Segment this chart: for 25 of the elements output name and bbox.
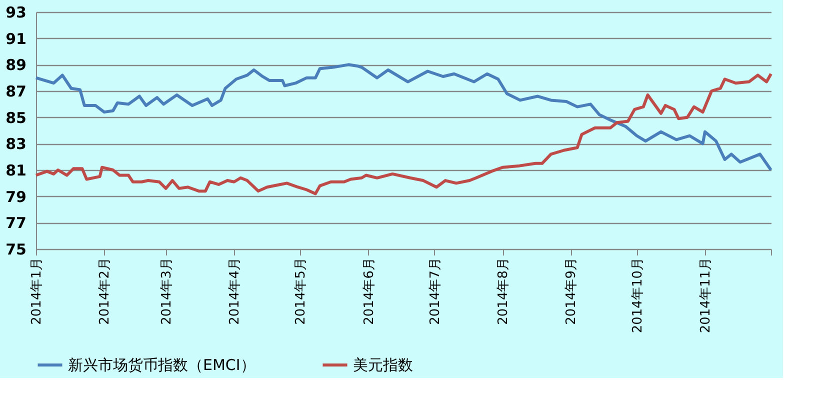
x-tick-label: 2014年11月 bbox=[698, 258, 714, 334]
x-tick-label: 2014年4月 bbox=[228, 258, 243, 325]
x-tick-label: 2014年2月 bbox=[98, 258, 113, 325]
y-tick-label: 87 bbox=[6, 82, 26, 100]
y-tick-label: 83 bbox=[6, 135, 26, 154]
y-tick-label: 77 bbox=[6, 214, 26, 232]
y-tick-label: 79 bbox=[6, 188, 26, 206]
x-tick-label: 2014年8月 bbox=[496, 258, 512, 325]
x-tick-label: 2014年5月 bbox=[294, 258, 309, 325]
x-tick-label: 2014年9月 bbox=[564, 258, 580, 325]
x-tick-label: 2014年7月 bbox=[428, 258, 443, 325]
legend-label: 新兴市场货币指数（EMCI） bbox=[68, 356, 256, 374]
y-tick-label: 89 bbox=[6, 56, 26, 74]
legend-label: 美元指数 bbox=[353, 356, 413, 374]
y-tick-label: 91 bbox=[6, 30, 26, 48]
y-tick-label: 81 bbox=[6, 162, 26, 180]
y-tick-label: 85 bbox=[6, 108, 26, 127]
line-series bbox=[34, 72, 772, 196]
x-tick-label: 2014年10月 bbox=[630, 258, 646, 334]
x-tick-label: 2014年6月 bbox=[362, 258, 377, 325]
x-tick-label: 2014年3月 bbox=[159, 258, 174, 325]
line-series bbox=[34, 63, 772, 172]
y-tick-label: 75 bbox=[6, 240, 26, 258]
y-tick-label: 93 bbox=[6, 4, 26, 22]
x-tick-label: 2014年1月 bbox=[30, 258, 44, 325]
